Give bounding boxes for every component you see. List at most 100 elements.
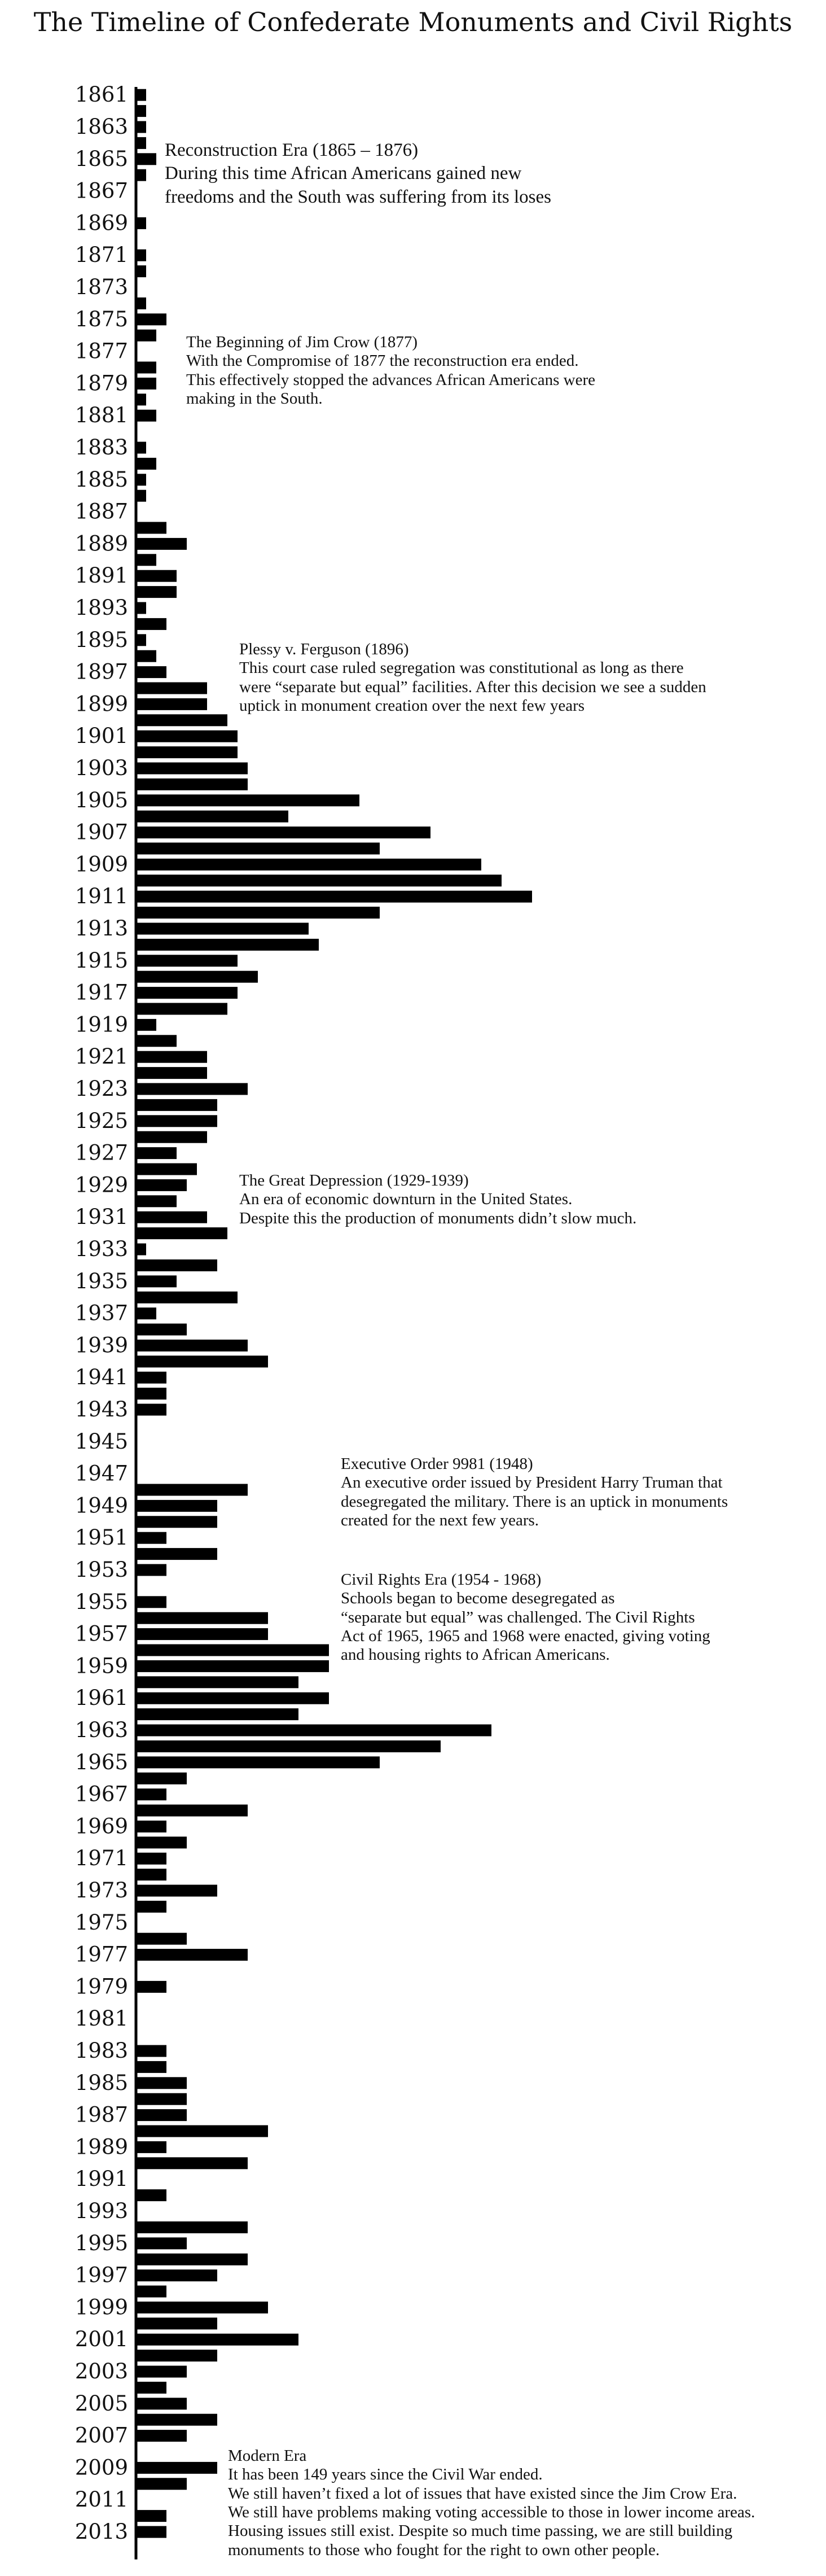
bar-1968 <box>136 1804 248 1817</box>
tick-label-1907: 1907 <box>75 820 128 845</box>
bar-1872 <box>136 265 146 278</box>
bar-1869 <box>136 217 146 229</box>
bar-1932 <box>136 1227 227 1240</box>
annotation-line: We still haven’t fixed a lot of issues t… <box>228 2484 737 2503</box>
bar-1910 <box>136 874 502 887</box>
annotation-line: monuments to those who fought for the ri… <box>228 2540 660 2559</box>
bar-2009 <box>136 2461 217 2474</box>
annotation-line: Despite this the production of monuments… <box>239 1209 637 1227</box>
bars-group <box>136 89 532 2538</box>
bar-1931 <box>136 1211 207 1223</box>
tick-label-1987: 1987 <box>75 2103 128 2127</box>
tick-label-1969: 1969 <box>75 1814 128 1838</box>
tick-label-1867: 1867 <box>75 179 128 203</box>
annotation-line: and housing rights to African Americans. <box>341 1646 610 1664</box>
bar-1875 <box>136 313 166 326</box>
bar-1995 <box>136 2237 187 2250</box>
bar-1938 <box>136 1323 187 1336</box>
tick-label-1929: 1929 <box>75 1173 128 1197</box>
bar-1973 <box>136 1884 217 1897</box>
tick-label-1979: 1979 <box>75 1974 128 1998</box>
bar-1988 <box>136 2125 268 2137</box>
bar-1899 <box>136 698 207 710</box>
bar-1908 <box>136 842 380 855</box>
bar-2013 <box>136 2526 166 2538</box>
tick-label-1945: 1945 <box>75 1429 128 1454</box>
bar-1874 <box>136 297 146 309</box>
bar-2012 <box>136 2510 166 2522</box>
tick-label-1973: 1973 <box>75 1878 128 1903</box>
bar-1957 <box>136 1628 268 1641</box>
bar-1885 <box>136 474 146 486</box>
bar-1906 <box>136 810 288 823</box>
annotation-line: We still have problems making voting acc… <box>228 2503 755 2522</box>
annotation-line: uptick in monument creation over the nex… <box>239 697 585 715</box>
tick-label-2013: 2013 <box>75 2520 128 2544</box>
annotation-title: The Great Depression (1929-1939) <box>239 1171 469 1189</box>
bar-1958 <box>136 1644 329 1656</box>
bar-1964 <box>136 1740 441 1752</box>
bar-1888 <box>136 522 166 534</box>
annotation-executive-order: Executive Order 9981 (1948) An executive… <box>341 1455 728 1530</box>
bar-1901 <box>136 730 238 742</box>
annotation-line: created for the next few years. <box>341 1511 539 1530</box>
bar-1986 <box>136 2093 187 2105</box>
bar-1878 <box>136 361 156 374</box>
tick-label-1931: 1931 <box>75 1205 128 1229</box>
bar-1924 <box>136 1099 217 1111</box>
tick-label-1899: 1899 <box>75 692 128 716</box>
tick-label-1889: 1889 <box>75 531 128 556</box>
tick-label-2001: 2001 <box>75 2327 128 2351</box>
tick-label-1967: 1967 <box>75 1782 128 1807</box>
bar-2004 <box>136 2381 166 2394</box>
tick-label-1965: 1965 <box>75 1750 128 1774</box>
tick-label-1925: 1925 <box>75 1109 128 1133</box>
bar-1921 <box>136 1051 207 1063</box>
tick-label-1883: 1883 <box>75 435 128 460</box>
tick-label-1873: 1873 <box>75 275 128 299</box>
bar-1963 <box>136 1724 491 1737</box>
tick-label-1995: 1995 <box>75 2231 128 2255</box>
bar-1925 <box>136 1115 217 1127</box>
bar-1987 <box>136 2109 187 2122</box>
bar-1919 <box>136 1018 156 1031</box>
bar-1970 <box>136 1836 187 1849</box>
tick-label-1963: 1963 <box>75 1718 128 1742</box>
bar-1917 <box>136 987 238 999</box>
bar-1937 <box>136 1307 156 1320</box>
tick-label-1871: 1871 <box>75 243 128 267</box>
tick-label-2003: 2003 <box>75 2359 128 2383</box>
bar-1992 <box>136 2189 166 2202</box>
annotation-line: It has been 149 years since the Civil Wa… <box>228 2465 543 2484</box>
annotation-line: Schools began to become desegregated as <box>341 1589 615 1608</box>
tick-label-1905: 1905 <box>75 788 128 812</box>
tick-label-1959: 1959 <box>75 1654 128 1678</box>
tick-label-1977: 1977 <box>75 1943 128 1967</box>
tick-label-1999: 1999 <box>75 2295 128 2319</box>
annotation-line: “separate but equal” was challenged. The… <box>341 1608 695 1626</box>
tick-label-1993: 1993 <box>75 2199 128 2223</box>
annotation-line: desegregated the military. There is an u… <box>341 1492 728 1511</box>
bar-1966 <box>136 1772 187 1785</box>
bar-1942 <box>136 1388 166 1400</box>
annotation-line: This court case ruled segregation was co… <box>239 659 684 677</box>
bar-1939 <box>136 1339 248 1352</box>
tick-label-1893: 1893 <box>75 596 128 620</box>
bar-1883 <box>136 441 146 454</box>
bar-1907 <box>136 826 430 839</box>
chart-title: The Timeline of Confederate Monuments an… <box>33 7 793 37</box>
tick-label-1901: 1901 <box>75 724 128 748</box>
tick-label-1869: 1869 <box>75 211 128 235</box>
tick-label-2005: 2005 <box>75 2391 128 2416</box>
tick-label-1991: 1991 <box>75 2167 128 2191</box>
bar-2006 <box>136 2413 217 2426</box>
tick-label-1943: 1943 <box>75 1397 128 1422</box>
tick-label-1949: 1949 <box>75 1493 128 1517</box>
bar-1912 <box>136 907 380 919</box>
bar-1983 <box>136 2045 166 2057</box>
bar-1890 <box>136 554 156 566</box>
bar-1955 <box>136 1596 166 1608</box>
bar-1999 <box>136 2301 268 2313</box>
tick-label-1863: 1863 <box>75 115 128 139</box>
